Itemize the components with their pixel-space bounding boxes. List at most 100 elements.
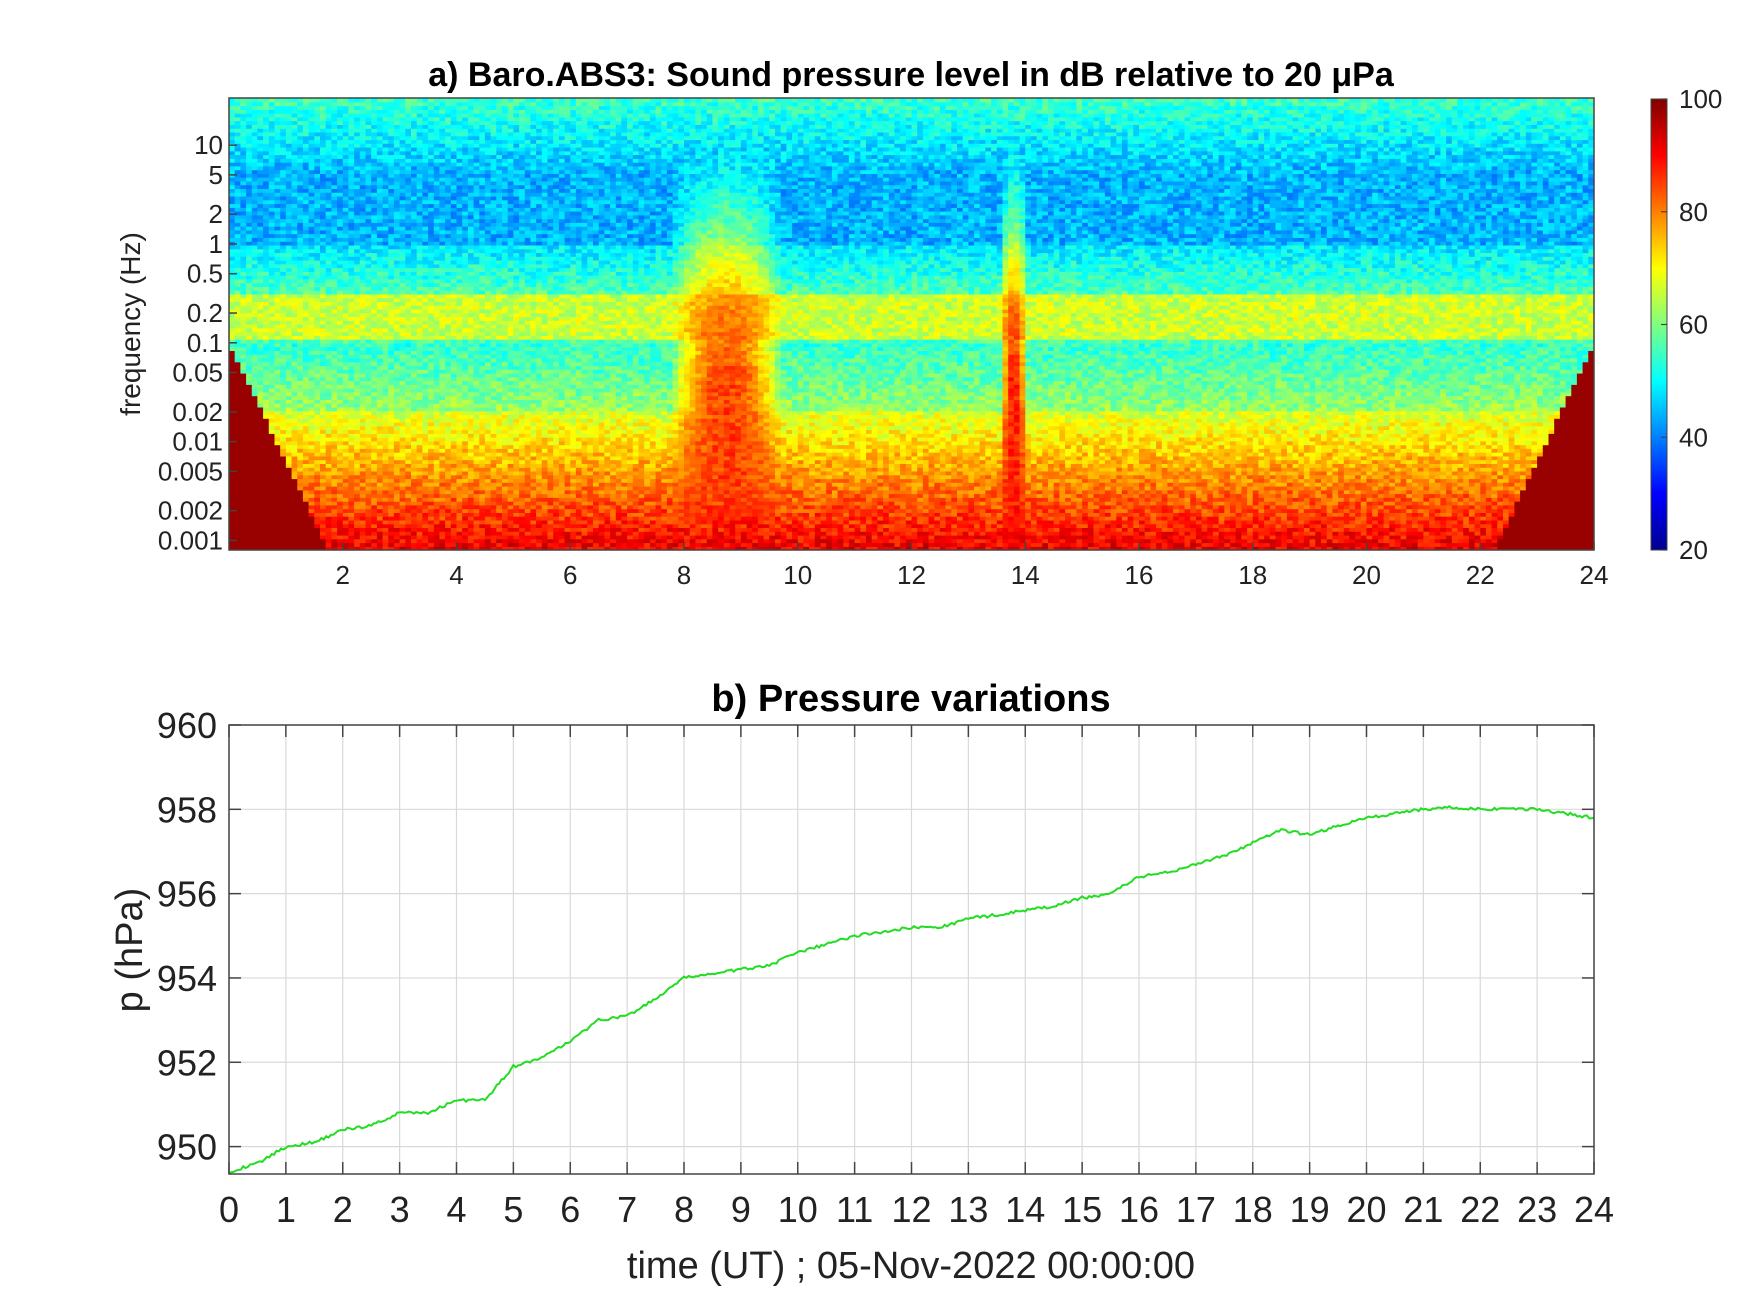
heatmap-cell [411,275,418,280]
heatmap-cell [246,448,253,453]
heatmap-cell [445,534,452,540]
heatmap-cell [416,406,423,412]
heatmap-cell [462,327,469,333]
heatmap-cell [382,527,389,532]
heatmap-cell [354,406,361,412]
heatmap-cell [450,290,458,295]
heatmap-cell [268,489,276,495]
heatmap-cell [450,527,458,532]
heatmap-cell [416,391,423,397]
heatmap-cell [416,448,423,453]
heatmap-cell [450,452,458,457]
heatmap-cell [376,263,384,269]
heatmap-cell [314,184,321,189]
heatmap-cell [342,425,350,431]
heatmap-cell [405,474,412,480]
heatmap-cell [433,501,441,506]
heatmap-cell [411,324,418,329]
heatmap-cell [274,538,281,544]
heatmap-cell [382,135,389,141]
heatmap-cell [229,286,236,291]
heatmap-cell [354,519,361,525]
heatmap-cell [411,538,418,544]
heatmap-cell [428,542,435,547]
heatmap-cell [308,357,315,363]
heatmap-cell [422,252,429,257]
heatmap-cell [411,131,418,137]
heatmap-cell [274,403,281,408]
heatmap-cell [257,470,264,476]
heatmap-cell [376,211,384,216]
heatmap-cell [325,188,332,193]
heatmap-cell [229,493,236,498]
heatmap-cell [246,237,253,242]
heatmap-cell [405,538,412,544]
heatmap-cell [246,229,253,235]
heatmap-cell [320,275,327,280]
heatmap-cell [416,120,423,125]
heatmap-cell [359,267,367,272]
heatmap-cell [371,380,378,385]
heatmap-cell [405,305,412,310]
heatmap-cell [314,177,321,182]
heatmap-cell [320,482,327,487]
heatmap-cell [422,497,429,502]
heatmap-cell [229,199,236,205]
heatmap-cell [376,406,384,412]
heatmap-cell [234,177,241,182]
heatmap-cell [257,271,264,276]
heatmap-cell [365,252,372,257]
heatmap-cell [348,373,355,378]
heatmap-cell [405,222,412,227]
heatmap-cell [445,154,452,159]
heatmap-cell [439,199,446,205]
heatmap-cell [422,482,429,487]
heatmap-cell [257,429,264,434]
heatmap-cell [342,120,350,125]
heatmap-cell [382,444,389,449]
heatmap-cell [433,350,441,355]
heatmap-cell [285,501,293,506]
heatmap-cell [263,169,270,174]
heatmap-cell [405,497,412,502]
heatmap-cell [359,534,367,540]
heatmap-cell [229,406,236,412]
heatmap-cell [462,493,469,498]
heatmap-cell [257,316,264,321]
heatmap-cell [291,542,298,547]
heatmap-cell [337,459,344,464]
heatmap-cell [388,437,395,442]
heatmap-cell [382,512,389,517]
heatmap-cell [365,354,372,359]
heatmap-cell [416,98,423,103]
heatmap-cell [393,282,401,287]
heatmap-cell [331,421,338,427]
heatmap-cell [308,440,315,446]
heatmap-cell [428,320,435,325]
heatmap-cell [371,474,378,480]
heatmap-cell [422,290,429,295]
heatmap-cell [371,531,378,536]
heatmap-cell [399,120,406,125]
heatmap-cell [257,546,264,550]
heatmap-cell [348,184,355,189]
heatmap-cell [359,308,367,314]
heatmap-cell [428,342,435,348]
heatmap-cell [382,147,389,152]
heatmap-cell [274,357,281,363]
heatmap-cell [251,493,259,498]
heatmap-cell [445,113,452,118]
heatmap-cell [450,421,458,427]
heatmap-cell [280,180,287,186]
heatmap-cell [411,98,418,103]
heatmap-cell [393,455,401,461]
heatmap-cell [399,128,406,133]
heatmap-cell [359,275,367,280]
heatmap-cell [268,207,276,212]
heatmap-cell [263,440,270,446]
heatmap-cell [445,497,452,502]
heatmap-cell [388,414,395,419]
heatmap-cell [354,546,361,550]
heatmap-cell [405,229,412,235]
heatmap-cell [354,263,361,269]
